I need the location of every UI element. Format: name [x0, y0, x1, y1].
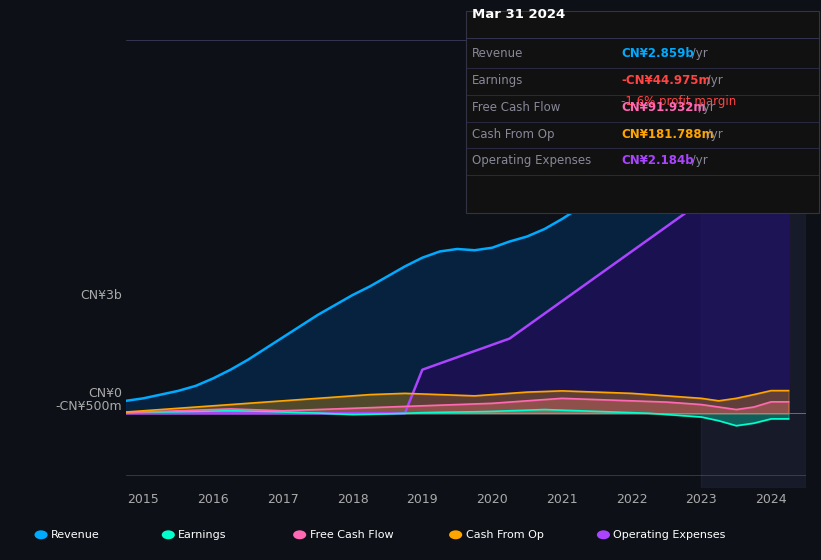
Text: CN¥91.932m: CN¥91.932m [621, 101, 706, 114]
Text: Cash From Op: Cash From Op [472, 128, 554, 141]
Text: Revenue: Revenue [472, 47, 524, 60]
Text: Free Cash Flow: Free Cash Flow [472, 101, 561, 114]
Text: CN¥2.184b: CN¥2.184b [621, 155, 694, 167]
Text: -1.6% profit margin: -1.6% profit margin [621, 95, 736, 108]
Bar [701, 15, 806, 488]
Text: Cash From Op: Cash From Op [466, 530, 544, 540]
Text: CN¥0: CN¥0 [89, 387, 122, 400]
Text: Earnings: Earnings [178, 530, 227, 540]
Text: CN¥3b: CN¥3b [80, 289, 122, 302]
Text: CN¥181.788m: CN¥181.788m [621, 128, 714, 141]
Text: /yr: /yr [703, 128, 722, 141]
Text: -CN¥44.975m: -CN¥44.975m [621, 74, 711, 87]
Text: Mar 31 2024: Mar 31 2024 [472, 8, 566, 21]
Text: Operating Expenses: Operating Expenses [472, 155, 591, 167]
Text: Operating Expenses: Operating Expenses [613, 530, 726, 540]
Text: /yr: /yr [688, 155, 708, 167]
Text: /yr: /yr [695, 101, 715, 114]
Text: Revenue: Revenue [51, 530, 99, 540]
Text: /yr: /yr [688, 47, 708, 60]
Text: Earnings: Earnings [472, 74, 524, 87]
Text: /yr: /yr [703, 74, 722, 87]
Text: CN¥2.859b: CN¥2.859b [621, 47, 695, 60]
Text: Free Cash Flow: Free Cash Flow [310, 530, 393, 540]
Text: -CN¥500m: -CN¥500m [56, 400, 122, 413]
